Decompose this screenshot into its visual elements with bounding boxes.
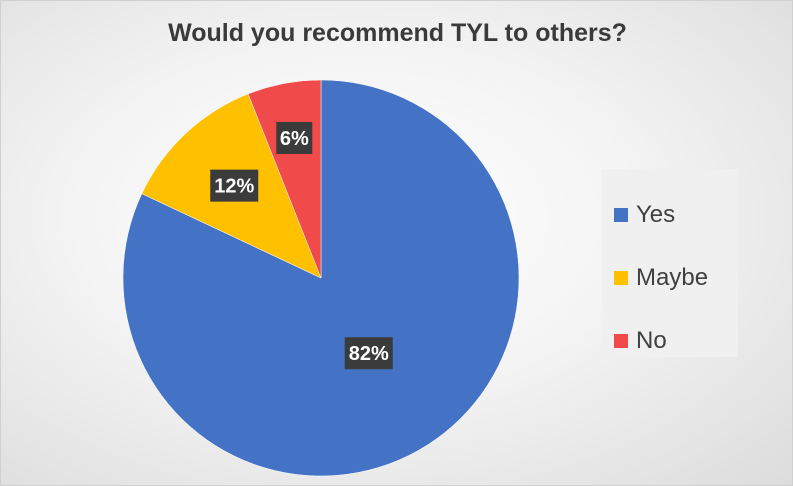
data-label-no: 6% [276,121,313,154]
data-label-box [210,169,259,202]
legend-label-no: No [636,326,667,354]
legend-swatch-yes [614,207,628,222]
data-label-maybe: 12% [210,169,259,202]
data-label-box [344,337,393,370]
legend: Yes Maybe No [602,169,738,357]
legend-label-maybe: Maybe [636,263,709,291]
legend-swatch-no [614,333,628,348]
legend-label-yes: Yes [636,200,676,228]
legend-item-yes: Yes [602,183,738,246]
data-label-box [276,121,313,154]
data-label-text: 6% [280,128,309,150]
data-label-text: 82% [349,343,389,365]
data-label-yes: 82% [344,337,393,370]
legend-item-maybe: Maybe [602,246,738,309]
legend-item-no: No [602,309,738,372]
data-label-text: 12% [214,176,254,198]
chart-title: Would you recommend TYL to others? [168,19,627,47]
legend-swatch-maybe [614,270,628,285]
